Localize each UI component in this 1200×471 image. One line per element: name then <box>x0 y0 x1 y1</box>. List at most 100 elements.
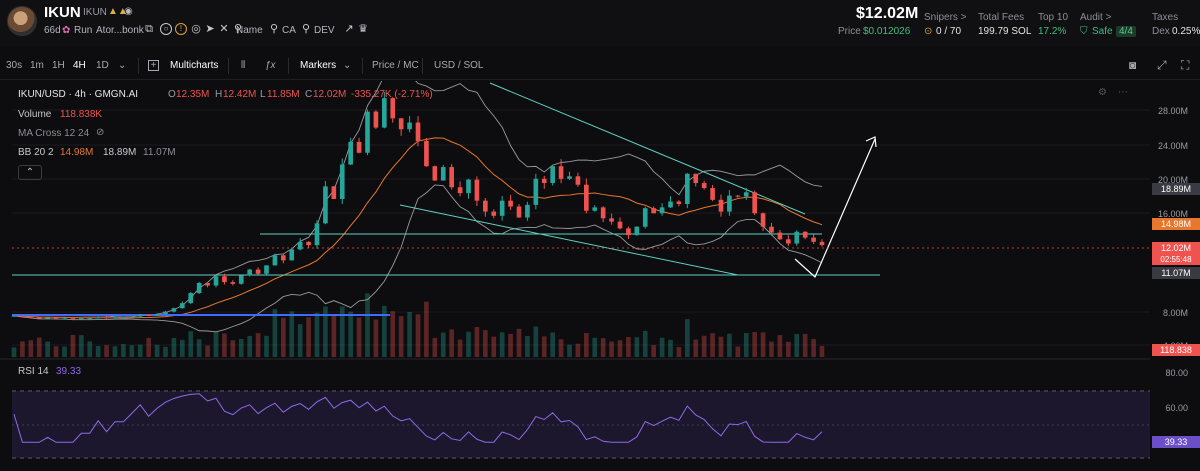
candle[interactable] <box>794 231 800 244</box>
candle[interactable] <box>735 195 741 197</box>
creator-address[interactable]: Ator...bonk <box>96 25 144 36</box>
candle[interactable] <box>533 178 539 205</box>
candle[interactable] <box>28 316 34 318</box>
candle[interactable] <box>36 317 42 319</box>
trendline-lower[interactable] <box>399 204 739 276</box>
candle[interactable] <box>104 317 109 319</box>
candle[interactable] <box>617 221 623 229</box>
candle[interactable] <box>499 200 505 216</box>
candle[interactable] <box>247 269 252 276</box>
candle[interactable] <box>508 200 513 207</box>
candle[interactable] <box>289 249 295 261</box>
candle[interactable] <box>180 303 185 309</box>
candle[interactable] <box>634 226 640 236</box>
candle[interactable] <box>777 232 783 240</box>
candle[interactable] <box>87 318 93 320</box>
candle[interactable] <box>121 317 126 319</box>
candle[interactable] <box>373 111 379 128</box>
candle[interactable] <box>743 192 749 197</box>
candle[interactable] <box>550 166 555 184</box>
interval-1h[interactable]: 1H <box>52 60 65 71</box>
candle[interactable] <box>693 173 699 184</box>
search-dev-icon[interactable]: ⚲ <box>301 23 311 35</box>
candle[interactable] <box>558 166 564 179</box>
candle[interactable] <box>129 316 135 318</box>
candle[interactable] <box>348 141 353 165</box>
candle[interactable] <box>600 207 606 219</box>
candle[interactable] <box>516 206 522 218</box>
candle[interactable] <box>390 98 396 119</box>
token-avatar[interactable] <box>7 6 37 36</box>
fullscreen-icon[interactable]: ⤢ <box>1157 58 1167 72</box>
candle[interactable] <box>474 179 480 201</box>
audit-label[interactable]: Audit > <box>1080 12 1112 23</box>
candle[interactable] <box>651 208 656 214</box>
price-mc-toggle[interactable]: Price / MC <box>372 60 419 71</box>
candle[interactable] <box>95 317 101 319</box>
camera-icon[interactable]: ◙ <box>1129 58 1137 72</box>
candle[interactable] <box>584 184 589 211</box>
candle[interactable] <box>432 166 438 181</box>
candle[interactable] <box>53 317 59 319</box>
candle[interactable] <box>609 218 614 222</box>
candle[interactable] <box>171 308 177 312</box>
candle[interactable] <box>255 269 261 274</box>
interval-1m[interactable]: 1m <box>30 60 44 71</box>
candle[interactable] <box>819 241 825 246</box>
candle[interactable] <box>70 318 76 320</box>
candle[interactable] <box>659 207 665 214</box>
candle[interactable] <box>213 276 219 286</box>
search-ca-link[interactable]: CA <box>282 25 296 36</box>
candle[interactable] <box>281 255 286 261</box>
website-icon[interactable]: ◎ <box>191 23 201 35</box>
candle[interactable] <box>701 183 707 189</box>
interval-4h[interactable]: 4H <box>73 60 86 71</box>
crown-icon[interactable]: ♛ <box>358 23 368 35</box>
candle[interactable] <box>272 255 278 266</box>
telegram-icon[interactable]: ➤ <box>205 23 215 35</box>
candle[interactable] <box>685 173 690 205</box>
candle[interactable] <box>575 176 581 185</box>
candle[interactable] <box>112 317 118 319</box>
candle[interactable] <box>466 179 471 194</box>
candle[interactable] <box>398 118 404 130</box>
candle[interactable] <box>449 167 454 188</box>
currency-toggle[interactable]: USD / SOL <box>434 60 484 71</box>
candle[interactable] <box>407 122 412 130</box>
candle[interactable] <box>718 199 724 212</box>
candle[interactable] <box>727 195 732 212</box>
interval-30s[interactable]: 30s <box>6 60 23 71</box>
candle[interactable] <box>626 228 631 236</box>
price-chart[interactable]: IKUN/USD · 4h · GMGN.AI O 12.35M H 12.42… <box>0 68 1200 471</box>
candle[interactable] <box>541 178 547 184</box>
chart-canvas[interactable] <box>0 68 1200 471</box>
trendline-upper[interactable] <box>489 82 806 215</box>
candle[interactable] <box>710 188 715 200</box>
more-icon[interactable]: ⋯ <box>1118 87 1128 98</box>
candle[interactable] <box>668 201 673 208</box>
candle[interactable] <box>415 122 421 142</box>
candle[interactable] <box>306 241 311 246</box>
external-link-icon[interactable]: ↗ <box>344 23 354 35</box>
interval-1d[interactable]: 1D <box>96 60 109 71</box>
indicators-icon[interactable]: ƒx <box>265 60 276 71</box>
candle[interactable] <box>424 141 429 167</box>
search-icon[interactable]: ⚲ <box>233 23 243 35</box>
multicharts-button[interactable]: Multicharts <box>170 60 219 71</box>
candle[interactable] <box>382 98 387 128</box>
candle[interactable] <box>802 231 808 238</box>
candle[interactable] <box>196 282 202 294</box>
candle[interactable] <box>188 293 194 304</box>
candle[interactable] <box>811 237 816 242</box>
user-icon[interactable]: ○ <box>160 23 172 35</box>
candle[interactable] <box>62 318 67 320</box>
collapse-legend-button[interactable]: ⌃ <box>18 165 42 180</box>
candle[interactable] <box>205 282 210 286</box>
candle[interactable] <box>786 239 791 244</box>
candle[interactable] <box>457 187 463 194</box>
markers-chevron-icon[interactable]: ⌄ <box>343 60 352 71</box>
candle[interactable] <box>222 276 227 283</box>
candle[interactable] <box>314 223 320 246</box>
hide-eye-icon[interactable]: ⊘ <box>96 127 105 138</box>
expand-icon[interactable]: ⛶ <box>1181 58 1190 72</box>
